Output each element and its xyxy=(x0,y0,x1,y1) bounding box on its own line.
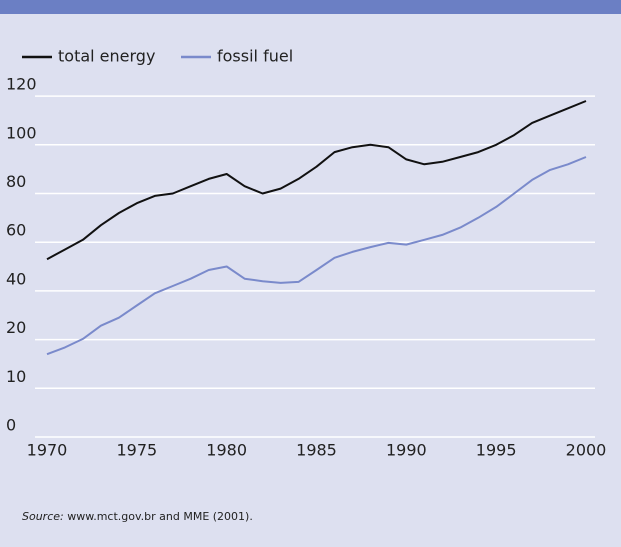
x-tick-label: 1980 xyxy=(206,441,247,460)
y-tick-label: 0 xyxy=(6,416,16,435)
legend-label: fossil fuel xyxy=(217,47,293,66)
x-tick-label: 1990 xyxy=(386,441,427,460)
x-tick-label: 1985 xyxy=(296,441,337,460)
legend-label: total energy xyxy=(58,47,155,66)
y-tick-label: 10 xyxy=(6,367,26,386)
x-tick-label: 1995 xyxy=(476,441,517,460)
header-band xyxy=(0,0,621,14)
y-tick-label: 80 xyxy=(6,172,26,191)
y-tick-label: 100 xyxy=(6,123,37,142)
y-tick-label: 40 xyxy=(6,269,26,288)
series-line xyxy=(46,156,587,356)
x-tick-label: 1975 xyxy=(116,441,157,460)
source-text: www.mct.gov.br and MME (2001). xyxy=(64,510,253,523)
y-tick-label: 20 xyxy=(6,318,26,337)
series-line xyxy=(46,100,587,261)
source: Source: www.mct.gov.br and MME (2001). xyxy=(22,510,253,523)
x-tick-label: 2000 xyxy=(566,441,607,460)
y-tick-label: 120 xyxy=(6,75,37,94)
x-tick-label: 1970 xyxy=(27,441,68,460)
y-tick-label: 60 xyxy=(6,221,26,240)
source-label: Source: xyxy=(22,510,64,523)
